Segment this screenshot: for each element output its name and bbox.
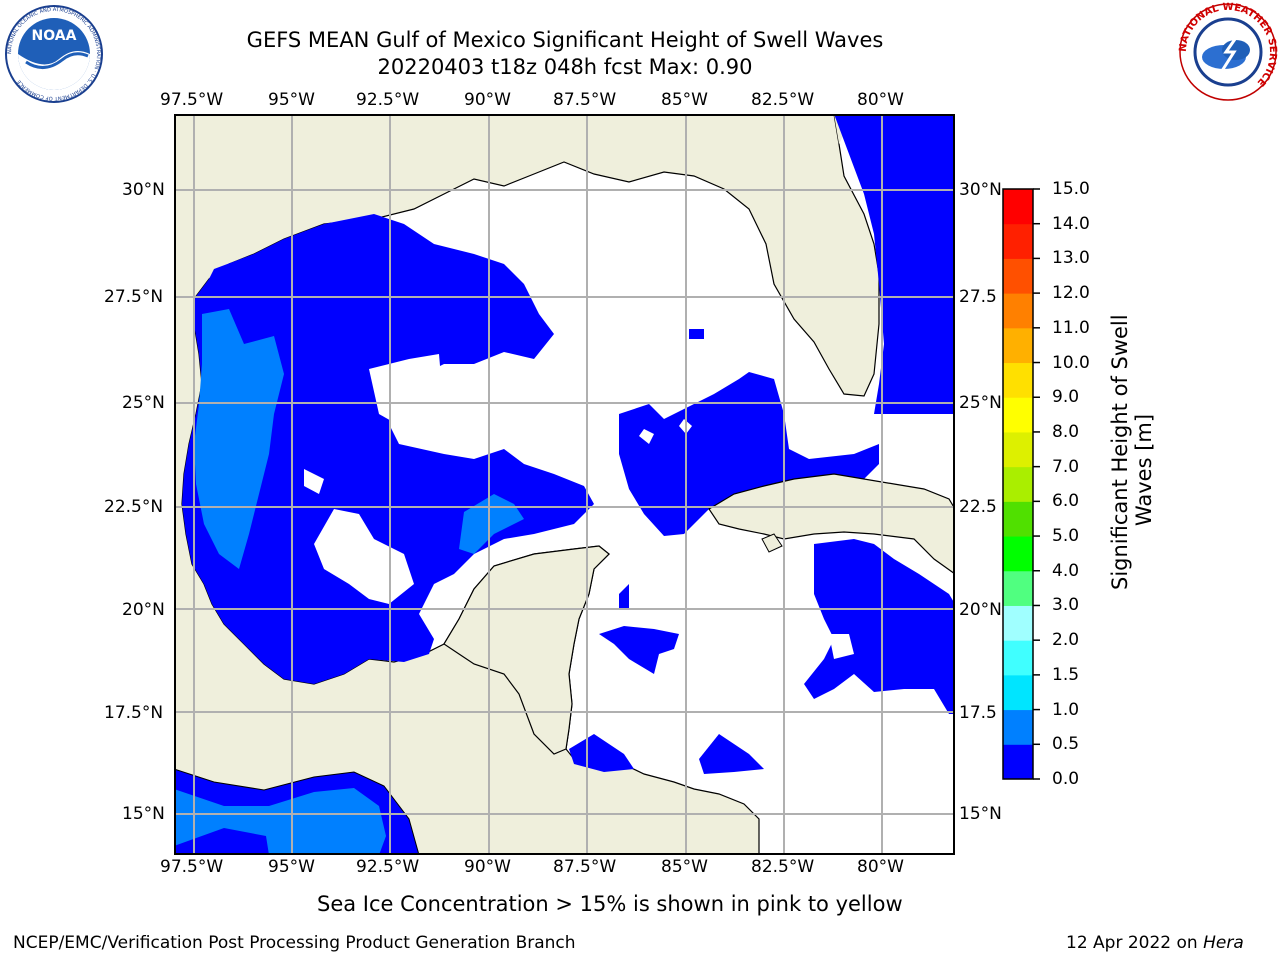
- date-stamp-text: 12 Apr 2022 on: [1066, 933, 1198, 953]
- colorbar-swatch: [1003, 674, 1033, 711]
- colorbar: [1002, 188, 1040, 780]
- colorbar-swatch: [1003, 189, 1033, 225]
- lon-tick-top-8: 80°W: [857, 90, 904, 110]
- lat-tick-left-3: 25°N: [122, 393, 165, 413]
- colorbar-tick-label: 10.0: [1052, 352, 1090, 373]
- lat-tick-left-5: 20°N: [122, 600, 165, 620]
- land-yucatan: [443, 545, 610, 755]
- colorbar-tick-label: 9.0: [1052, 387, 1080, 408]
- colorbar-tick-label: 3.0: [1052, 595, 1080, 616]
- colorbar-label-line1: Significant Height of Swell: [1108, 314, 1132, 590]
- lat-tick-left-1: 30°N: [122, 180, 165, 200]
- lat-tick-right-4: 22.5: [959, 497, 997, 517]
- lon-tick-top-3: 92.5°W: [356, 90, 420, 110]
- caribbean-swell-patch-4: [699, 734, 764, 774]
- colorbar-swatch: [1003, 466, 1033, 502]
- colorbar-swatch: [1003, 640, 1033, 676]
- lon-tick-top-2: 95°W: [268, 90, 315, 110]
- land-isla-juventud: [761, 533, 783, 553]
- caribbean-swell-region-east: [804, 539, 955, 714]
- colorbar-label-line2: Waves [m]: [1132, 413, 1156, 527]
- lat-tick-right-2: 27.5: [959, 287, 997, 307]
- lat-tick-left-4: 22.5°N: [104, 497, 164, 517]
- colorbar-tick-label: 8.0: [1052, 421, 1080, 442]
- colorbar-tick-label: 12.0: [1052, 283, 1090, 304]
- gulf-calm-area-3: [304, 469, 324, 494]
- colorbar-swatch: [1003, 744, 1033, 780]
- colorbar-tick-label: 14.0: [1052, 213, 1090, 234]
- lon-tick-bottom-5: 87.5°W: [553, 857, 617, 877]
- lon-tick-bottom-4: 90°W: [464, 857, 511, 877]
- gridlines: [174, 114, 955, 855]
- caribbean-calm-area: [829, 634, 854, 659]
- branch-credit: NCEP/EMC/Verification Post Processing Pr…: [13, 933, 576, 953]
- ice-note: Sea Ice Concentration > 15% is shown in …: [317, 892, 903, 916]
- gulf-swell-patch-small: [689, 329, 704, 339]
- colorbar-tick-label: 2.0: [1052, 630, 1080, 651]
- lon-tick-bottom-7: 82.5°W: [751, 857, 815, 877]
- colorbar-tick-label: 15.0: [1052, 179, 1090, 199]
- colorbar-swatch: [1003, 362, 1033, 398]
- map-panel: [174, 114, 955, 855]
- gulf-swell-region-west-lighter: [194, 309, 284, 569]
- colorbar-swatch: [1003, 258, 1033, 294]
- lon-tick-bottom-3: 92.5°W: [356, 857, 420, 877]
- lat-tick-left-6: 17.5°N: [104, 703, 164, 723]
- date-stamp: 12 Apr 2022 on Hera: [1066, 933, 1244, 953]
- colorbar-tick-label: 7.0: [1052, 456, 1080, 477]
- lon-tick-top-7: 82.5°W: [751, 90, 815, 110]
- colorbar-swatch: [1003, 709, 1033, 745]
- gulf-calm-area-4: [639, 429, 654, 444]
- colorbar-swatch: [1003, 223, 1033, 259]
- chart-title-line1: GEFS MEAN Gulf of Mexico Significant Hei…: [246, 28, 884, 52]
- colorbar-swatch: [1003, 605, 1033, 641]
- colorbar-swatch: [1003, 397, 1033, 433]
- host-name: Hera: [1203, 933, 1244, 953]
- gulf-swell-region-west: [182, 214, 594, 684]
- colorbar-tick-label: 1.5: [1052, 664, 1080, 685]
- colorbar-swatch: [1003, 327, 1033, 364]
- caribbean-swell-patch-3: [569, 734, 634, 772]
- colorbar-tick-label: 5.0: [1052, 526, 1080, 547]
- map-border: [174, 114, 955, 855]
- lat-tick-right-6: 17.5: [959, 703, 997, 723]
- noaa-logo-text: NOAA: [32, 28, 77, 44]
- lon-tick-bottom-8: 80°W: [857, 857, 904, 877]
- colorbar-swatch: [1003, 293, 1033, 329]
- colorbar-tick-label: 4.0: [1052, 560, 1080, 581]
- lon-tick-top-6: 85°W: [661, 90, 708, 110]
- lat-tick-right-3: 25°N: [959, 393, 1002, 413]
- lon-tick-top-5: 87.5°W: [553, 90, 617, 110]
- colorbar-swatch: [1003, 501, 1033, 537]
- lat-tick-left-7: 15°N: [122, 804, 165, 824]
- colorbar-swatch: [1003, 431, 1033, 468]
- lat-tick-right-5: 20°N: [959, 600, 1002, 620]
- colorbar-tick-label: 13.0: [1052, 248, 1090, 269]
- colorbar-tick-label: 1.0: [1052, 699, 1080, 720]
- gulf-calm-area-1: [369, 354, 444, 434]
- gulf-swell-region-southeast: [619, 372, 879, 536]
- gulf-swell-region-center-lighter: [459, 494, 524, 554]
- caribbean-swell-patch-2: [619, 584, 629, 609]
- lon-tick-top-4: 90°W: [464, 90, 511, 110]
- colorbar-swatch: [1003, 536, 1033, 572]
- lon-tick-bottom-1: 97.5°W: [160, 857, 224, 877]
- colorbar-tick-label: 0.0: [1052, 769, 1080, 789]
- caribbean-swell-patch-1: [599, 626, 679, 674]
- lon-tick-top-1: 97.5°W: [160, 90, 224, 110]
- lon-tick-bottom-2: 95°W: [268, 857, 315, 877]
- chart-title-line2: 20220403 t18z 048h fcst Max: 0.90: [377, 55, 753, 79]
- lat-tick-left-2: 27.5°N: [104, 287, 164, 307]
- lat-tick-right-7: 15°N: [959, 804, 1002, 824]
- colorbar-swatch: [1003, 570, 1033, 606]
- national-weather-service-logo-icon: NATIONAL WEATHER SERVICE: [1178, 2, 1278, 101]
- pacific-water-lighter: [174, 788, 386, 855]
- noaa-logo-icon: NOAA NATIONAL OCEANIC AND ATMOSPHERIC AD…: [5, 5, 103, 103]
- lon-tick-bottom-6: 85°W: [661, 857, 708, 877]
- lat-tick-right-1: 30°N: [959, 180, 1002, 200]
- colorbar-tick-label: 0.5: [1052, 734, 1080, 755]
- colorbar-tick-label: 6.0: [1052, 491, 1080, 512]
- colorbar-tick-label: 11.0: [1052, 317, 1090, 338]
